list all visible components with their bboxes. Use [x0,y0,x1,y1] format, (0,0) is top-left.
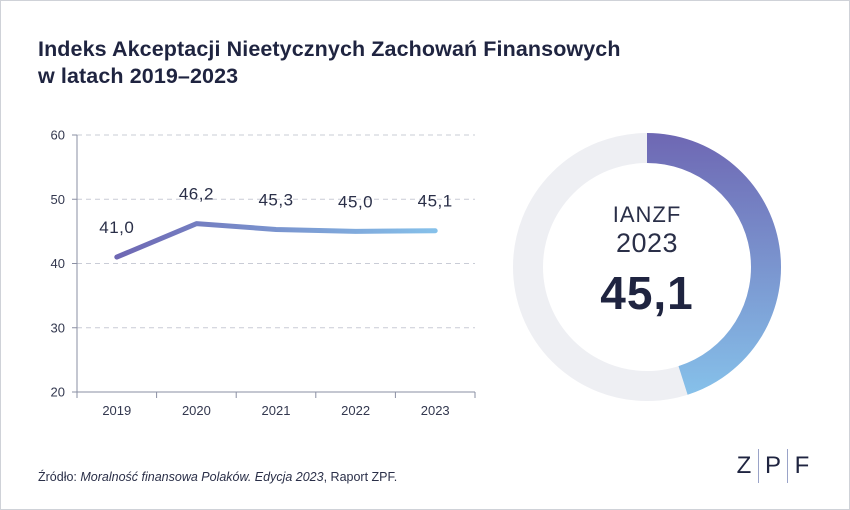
source-title: Moralność finansowa Polaków. Edycja 2023 [80,470,324,484]
donut-title: IANZF [613,202,682,227]
logo-separator [787,449,788,483]
data-label: 46,2 [179,185,214,204]
data-label: 45,0 [338,192,373,211]
y-tick-label: 20 [51,385,65,400]
source-prefix: Źródło: [38,470,81,484]
series-line [114,221,438,260]
line-chart: 20 30 40 50 60 2019 2020 2021 2022 2023 41,0 46,2 45… [51,128,476,418]
title-line-2: w latach 2019–2023 [38,64,239,88]
donut-arc [646,133,781,395]
data-label: 45,1 [418,192,453,211]
logo-letter-p: P [764,452,781,479]
logo-letter-z: Z [736,452,752,479]
y-tick-label: 50 [51,192,65,207]
x-tick-label: 2019 [102,403,131,418]
x-tick-label: 2022 [341,403,370,418]
donut-value: 45,1 [600,267,694,319]
source-suffix: , Raport ZPF. [323,470,398,484]
data-label: 41,0 [99,218,134,237]
x-tick-label: 2021 [262,403,291,418]
zpf-logo: Z P F [730,448,816,484]
y-tick-label: 40 [51,256,65,271]
donut-year: 2023 [616,228,678,258]
x-tick-label: 2020 [182,403,211,418]
y-tick-label: 30 [51,320,65,335]
page-title: Indeks Akceptacji Nieetycznych Zachowań … [38,36,738,90]
data-label: 45,3 [258,190,293,209]
y-tick-label: 60 [51,128,65,143]
source-note: Źródło: Moralność finansowa Polaków. Edy… [38,470,397,484]
title-line-1: Indeks Akceptacji Nieetycznych Zachowań … [38,37,621,61]
logo-letter-f: F [794,452,810,479]
logo-separator [758,449,759,483]
x-tick-label: 2023 [421,403,450,418]
